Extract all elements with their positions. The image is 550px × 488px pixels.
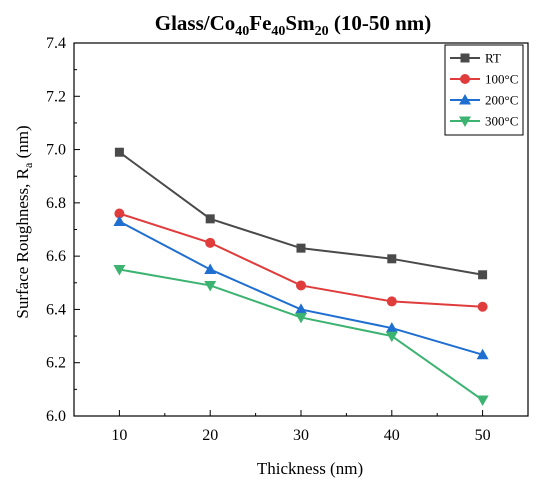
legend-label: 200°C	[485, 93, 518, 108]
data-point	[476, 348, 489, 360]
legend-item: 300°C	[450, 114, 518, 129]
legend-item: 200°C	[450, 93, 518, 108]
data-point	[205, 214, 215, 224]
x-tick-label: 20	[202, 427, 218, 444]
y-tick-label: 7.0	[46, 142, 66, 159]
legend-marker	[460, 53, 470, 63]
legend-marker	[459, 94, 471, 105]
data-point	[114, 147, 124, 157]
legend: RT 100°C 200°C 300°C	[444, 44, 524, 136]
legend-marker	[459, 116, 471, 127]
series-200c	[113, 215, 489, 360]
data-point	[204, 263, 217, 274]
y-tick-label: 6.4	[46, 301, 66, 318]
data-point	[113, 215, 126, 227]
x-axis-label: Thickness (nm)	[257, 459, 363, 478]
y-axis-label: Surface Roughness, Ra (nm)	[13, 125, 35, 318]
data-point	[204, 280, 217, 292]
legend-item: 100°C	[450, 72, 518, 87]
legend-label: 300°C	[485, 114, 518, 129]
series-300c	[113, 264, 489, 407]
series-100c	[114, 208, 488, 312]
data-point	[296, 243, 306, 253]
legend-label: RT	[485, 51, 501, 66]
chart-title: Glass/Co40Fe40Sm20 (10-50 nm)	[155, 11, 432, 39]
x-tick-label: 50	[475, 427, 491, 444]
data-point	[477, 301, 488, 312]
data-series	[113, 147, 489, 407]
data-point	[476, 395, 489, 407]
legend-label: 100°C	[485, 72, 518, 87]
y-tick-label: 6.0	[46, 408, 66, 425]
data-point	[113, 264, 126, 276]
data-point	[114, 208, 125, 219]
data-point	[385, 322, 398, 333]
series-line	[119, 212, 483, 308]
x-tick-label: 40	[384, 427, 400, 444]
y-tick-label: 7.2	[46, 88, 66, 105]
series-line	[118, 151, 483, 276]
data-point	[295, 312, 307, 324]
y-tick-label: 7.4	[46, 35, 66, 52]
x-axis-ticks: 10 20 30 40 50	[111, 410, 491, 444]
data-point	[386, 296, 397, 307]
data-point	[385, 331, 398, 343]
series-rt	[114, 147, 488, 280]
x-tick-label: 10	[111, 427, 127, 444]
y-tick-label: 6.6	[46, 248, 66, 265]
legend-marker	[460, 74, 470, 84]
data-point	[478, 270, 488, 280]
y-tick-label: 6.2	[46, 355, 66, 372]
y-tick-label: 6.8	[46, 195, 66, 212]
data-point	[296, 280, 306, 291]
data-point	[387, 254, 397, 264]
x-tick-label: 30	[293, 427, 309, 444]
y-axis-ticks: 6.0 6.2 6.4 6.6 6.8 7.0 7.2 7.4	[46, 35, 80, 425]
data-point	[295, 303, 307, 314]
data-point	[205, 237, 216, 248]
legend-item: RT	[450, 51, 501, 66]
